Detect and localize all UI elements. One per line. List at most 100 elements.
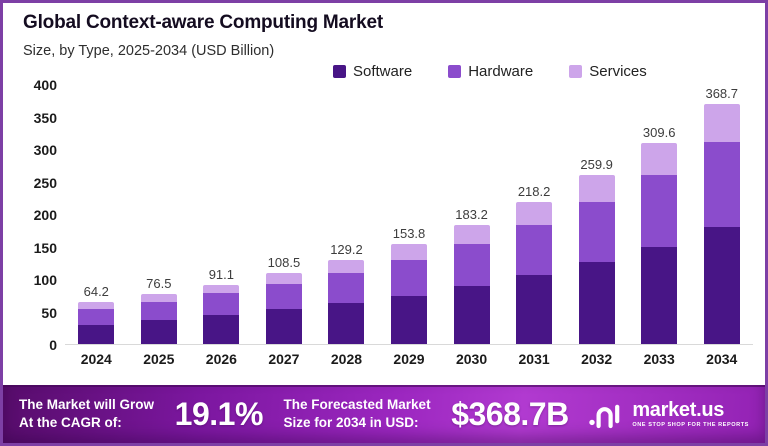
bar-stack: [641, 142, 678, 344]
forecast-label-line2: Size for 2034 in USD:: [283, 415, 419, 430]
bar-group-2031: 218.2: [503, 85, 566, 344]
y-tick-label: 50: [41, 304, 57, 321]
bar-value-label: 259.9: [580, 157, 613, 173]
y-tick-label: 350: [33, 109, 57, 126]
y-axis: 0 50 100 150 200 250 300 350 400: [15, 77, 57, 353]
plot-area: 64.2 76.5 91.1 108.5 129.2 153.8 183.2 218.2 259…: [65, 85, 753, 345]
bar-segment-hardware: [641, 175, 678, 247]
cagr-label: The Market will Grow At the CAGR of:: [19, 396, 154, 431]
legend-label: Services: [589, 63, 647, 80]
bar-stack: [203, 284, 240, 344]
bar-stack: [453, 224, 490, 344]
bar-group-2025: 76.5: [128, 85, 191, 344]
bar-stack: [140, 294, 177, 344]
x-axis-label: 2026: [205, 351, 237, 367]
bar-segment-services: [453, 224, 490, 244]
cagr-value: 19.1%: [174, 395, 264, 432]
bar-segment-services: [265, 273, 302, 284]
bar-segment-software: [391, 295, 427, 344]
y-tick-label: 0: [49, 337, 57, 353]
x-axis-label: 2029: [393, 351, 425, 367]
legend-item-software: Software: [333, 63, 412, 80]
forecast-label-line1: The Forecasted Market: [283, 397, 431, 413]
bar-segment-services: [328, 260, 365, 273]
bar-group-2033: 309.6: [628, 85, 691, 344]
bar-group-2032: 259.9: [565, 85, 628, 344]
bar-segment-hardware: [328, 272, 365, 303]
x-axis-label: 2027: [268, 351, 300, 367]
page-title: Global Context-aware Computing Market: [23, 12, 383, 33]
bar-segment-software: [203, 314, 240, 344]
bar-group-2027: 108.5: [253, 85, 316, 344]
bar-value-label: 183.2: [455, 206, 488, 222]
bar-segment-hardware: [453, 243, 490, 286]
bar-group-2034: 368.7: [690, 85, 753, 344]
bar-segment-hardware: [578, 202, 615, 262]
bar-segment-services: [703, 104, 740, 142]
legend-swatch-icon: [448, 65, 462, 78]
bar-stack: [516, 202, 553, 344]
bar-stack: [578, 175, 615, 344]
legend-swatch-icon: [333, 65, 346, 78]
x-axis-label: 2034: [706, 351, 738, 367]
y-tick-label: 250: [33, 174, 57, 191]
bar-segment-services: [78, 302, 115, 309]
bar-segment-hardware: [516, 224, 553, 276]
bar-segment-software: [453, 285, 490, 344]
x-axis-label: 2033: [643, 351, 675, 367]
bar-value-label: 129.2: [330, 242, 363, 258]
bar-segment-hardware: [140, 302, 177, 320]
legend-item-services: Services: [569, 63, 647, 80]
bar-segment-software: [516, 275, 553, 344]
x-axis-label: 2031: [518, 351, 550, 367]
bar-stack: [265, 273, 302, 344]
bar-value-label: 218.2: [517, 184, 551, 200]
bar-stack: [78, 302, 115, 344]
marketus-logo: market.us ONE STOP SHOP FOR THE REPORTS: [589, 399, 749, 429]
brand-tagline: ONE STOP SHOP FOR THE REPORTS: [632, 421, 749, 428]
bar-value-label: 91.1: [208, 266, 235, 282]
bar-segment-services: [578, 175, 615, 203]
bar-value-label: 368.7: [705, 86, 739, 102]
bar-segment-software: [140, 319, 177, 344]
x-axis-label: 2024: [80, 351, 112, 367]
x-axis-label: 2028: [330, 351, 363, 367]
bar-value-label: 309.6: [642, 124, 676, 140]
marketus-logo-icon: [589, 404, 620, 429]
x-axis-label: 2030: [455, 351, 488, 367]
bar-stack: [391, 244, 427, 344]
bar-segment-software: [265, 309, 302, 344]
bar-stack: [703, 104, 740, 344]
forecast-value: $368.7B: [451, 395, 569, 432]
y-tick-label: 100: [33, 272, 57, 288]
chart-subtitle: Size, by Type, 2025-2034 (USD Billion): [23, 43, 275, 59]
bar-stack: [328, 260, 365, 344]
bar-segment-services: [641, 142, 678, 176]
bar-segment-hardware: [203, 293, 240, 315]
legend-label: Hardware: [468, 63, 534, 80]
bar-group-2029: 153.8: [378, 85, 441, 344]
legend: Software Hardware Services: [333, 63, 647, 80]
bar-value-label: 76.5: [146, 276, 172, 292]
forecast-label: The Forecasted Market Size for 2034 in U…: [284, 396, 431, 431]
bar-value-label: 108.5: [267, 255, 301, 271]
brand-name: market.us: [632, 398, 725, 421]
bar-group-2028: 129.2: [315, 85, 378, 344]
x-axis-label: 2025: [143, 351, 175, 367]
legend-swatch-icon: [569, 65, 583, 78]
bar-segment-software: [328, 303, 365, 344]
y-tick-label: 400: [33, 77, 57, 93]
bar-segment-software: [641, 246, 678, 344]
bar-segment-services: [516, 202, 553, 225]
bar-group-2024: 64.2: [65, 85, 128, 344]
legend-item-hardware: Hardware: [448, 63, 533, 80]
bar-segment-software: [78, 324, 115, 344]
bar-segment-services: [391, 244, 427, 260]
cagr-label-line2: At the CAGR of:: [19, 415, 122, 430]
y-tick-label: 300: [33, 142, 57, 158]
stats-banner: The Market will Grow At the CAGR of: 19.…: [3, 385, 765, 443]
legend-label: Software: [353, 63, 413, 80]
bar-group-2026: 91.1: [190, 85, 253, 344]
bar-group-2030: 183.2: [440, 85, 503, 344]
